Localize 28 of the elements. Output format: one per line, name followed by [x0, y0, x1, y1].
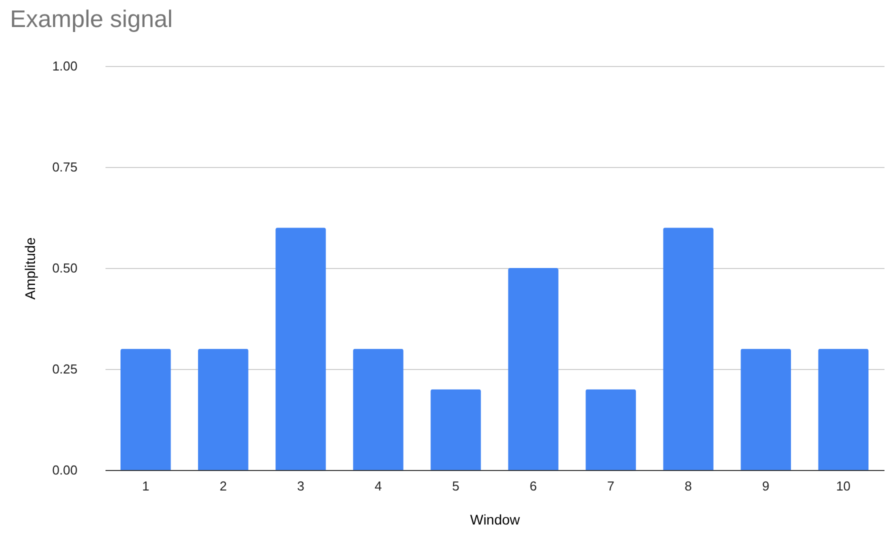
bar — [740, 348, 791, 470]
x-tick-label: 5 — [452, 478, 460, 494]
x-axis-title: Window — [470, 512, 521, 528]
x-tick-label: 9 — [762, 478, 770, 494]
bar — [818, 348, 868, 470]
bar — [508, 268, 558, 470]
bar — [430, 389, 481, 470]
y-tick-label: 0.50 — [52, 260, 78, 276]
y-tick-label: 1.00 — [52, 58, 78, 74]
x-tick-label: 3 — [297, 478, 304, 494]
x-tick-label: 7 — [607, 478, 614, 494]
x-tick-label: 8 — [684, 478, 692, 494]
x-tick-label: 4 — [374, 478, 382, 494]
x-tick-label: 6 — [530, 478, 537, 494]
chart-title: Example signal — [10, 6, 173, 33]
y-tick-label: 0.75 — [52, 160, 78, 174]
bar — [198, 348, 248, 470]
y-axis-title: Amplitude — [22, 237, 38, 300]
bar — [276, 228, 326, 470]
bar — [120, 348, 171, 470]
bar — [663, 228, 714, 470]
x-tick-label: 10 — [836, 478, 851, 494]
bar — [353, 348, 404, 470]
y-tick-label: 0.00 — [52, 462, 78, 478]
x-tick-label: 1 — [142, 478, 150, 494]
x-tick-label: 2 — [220, 478, 227, 494]
y-tick-label: 0.25 — [52, 362, 78, 376]
bar — [586, 389, 636, 470]
